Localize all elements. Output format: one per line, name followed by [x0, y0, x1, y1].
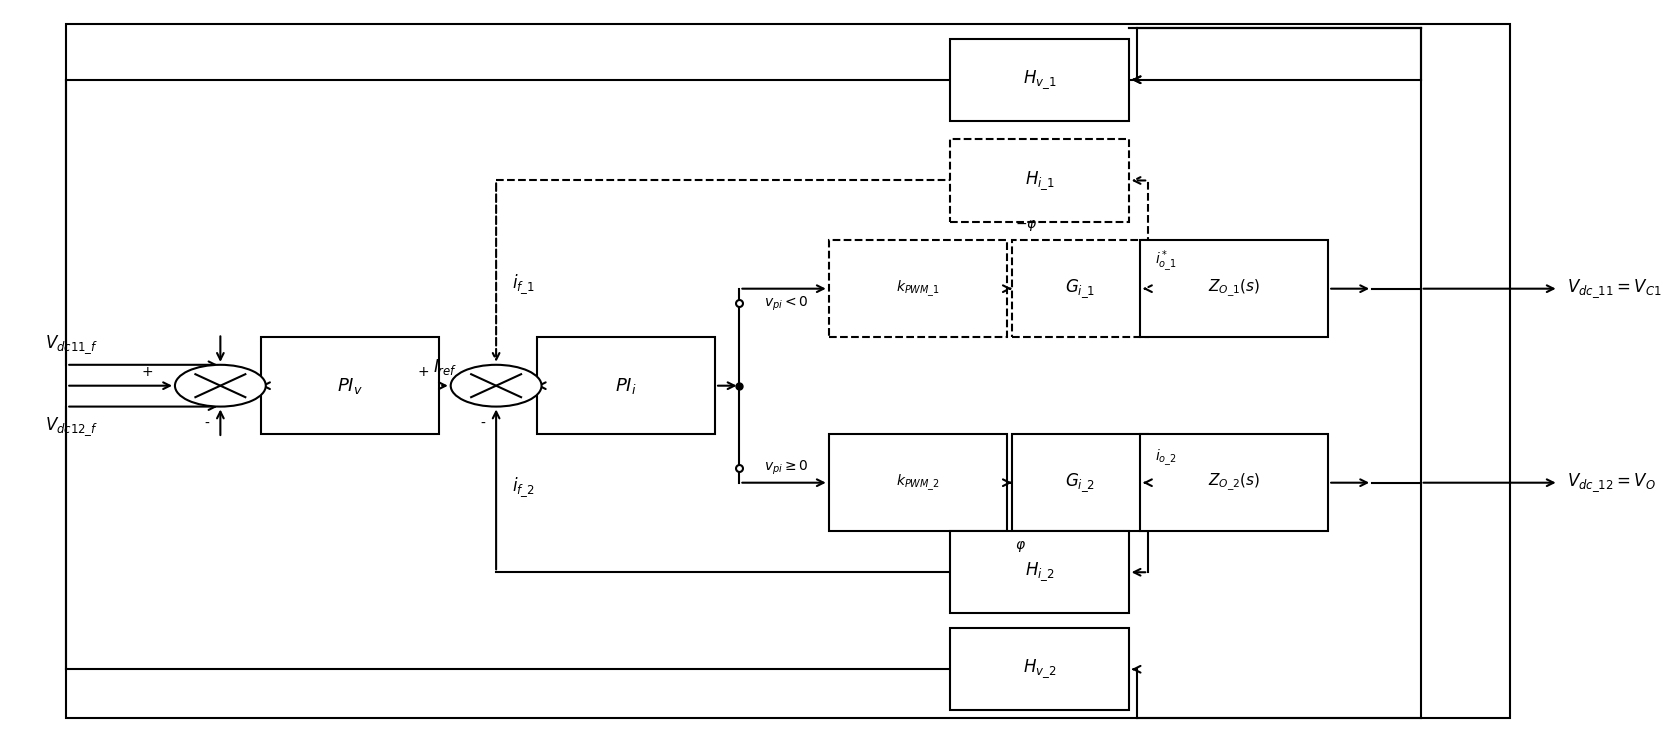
Text: $PI_i$: $PI_i$ [614, 376, 636, 395]
Text: $H_{v\_1}$: $H_{v\_1}$ [1022, 68, 1056, 91]
Text: $k_{PWM\_1}$: $k_{PWM\_1}$ [895, 279, 939, 299]
Text: $Z_{O\_1}(s)$: $Z_{O\_1}(s)$ [1208, 278, 1260, 299]
Circle shape [176, 365, 266, 407]
Text: $I_{ref}$: $I_{ref}$ [433, 357, 457, 377]
Text: $H_{v\_2}$: $H_{v\_2}$ [1022, 658, 1056, 681]
Text: $H_{i\_1}$: $H_{i\_1}$ [1024, 169, 1054, 192]
Text: $V_{dc\_12}=V_O$: $V_{dc\_12}=V_O$ [1566, 471, 1655, 494]
Text: $i^*_{o\_1}$: $i^*_{o\_1}$ [1154, 248, 1176, 274]
Bar [828, 434, 1007, 531]
Bar [950, 38, 1128, 121]
Text: $G_{i\_1}$: $G_{i\_1}$ [1064, 277, 1094, 300]
Text: $v_{pi} \geq 0$: $v_{pi} \geq 0$ [763, 458, 808, 477]
Text: -: - [204, 417, 209, 431]
Text: $V_{dc11\_f}$: $V_{dc11\_f}$ [45, 333, 99, 356]
Bar [67, 24, 1509, 718]
Text: $\varphi$: $\varphi$ [1014, 539, 1026, 554]
Bar [1012, 434, 1148, 531]
Text: $Z_{O\_2}(s)$: $Z_{O\_2}(s)$ [1208, 472, 1260, 493]
Text: $i_{o\_2}$: $i_{o\_2}$ [1154, 447, 1176, 468]
Text: $V_{dc\_11}=V_{C1}$: $V_{dc\_11}=V_{C1}$ [1566, 277, 1660, 300]
Text: -: - [480, 417, 485, 431]
Bar [537, 337, 714, 434]
Bar [1012, 240, 1148, 337]
Bar [950, 628, 1128, 711]
Bar [261, 337, 438, 434]
Text: $G_{i\_2}$: $G_{i\_2}$ [1064, 471, 1094, 494]
Text: $v_{pi} < 0$: $v_{pi} < 0$ [763, 294, 808, 313]
Text: $i_{f\_2}$: $i_{f\_2}$ [512, 475, 535, 499]
Text: $V_{dc12\_f}$: $V_{dc12\_f}$ [45, 416, 99, 438]
Text: +: + [417, 366, 428, 380]
Bar [1139, 240, 1327, 337]
Bar [828, 240, 1007, 337]
Bar [950, 531, 1128, 613]
Bar [1139, 434, 1327, 531]
Bar [950, 139, 1128, 222]
Text: $-\varphi$: $-\varphi$ [1014, 218, 1037, 233]
Text: $H_{i\_2}$: $H_{i\_2}$ [1024, 561, 1054, 583]
Circle shape [450, 365, 540, 407]
Text: $i_{f\_1}$: $i_{f\_1}$ [512, 273, 535, 296]
Text: $PI_v$: $PI_v$ [336, 376, 363, 395]
Text: $k_{PWM\_2}$: $k_{PWM\_2}$ [895, 473, 939, 493]
Text: +: + [142, 366, 154, 380]
